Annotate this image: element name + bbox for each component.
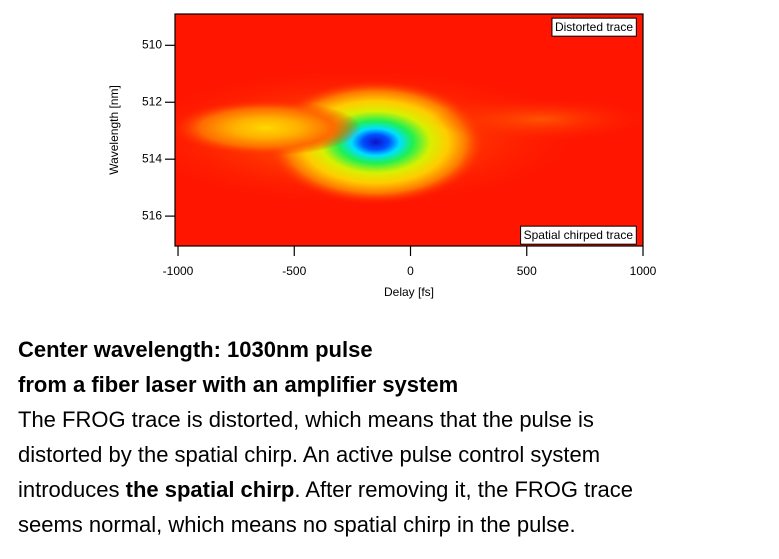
heatmap [175,14,643,246]
x-axis-label: Delay [fs] [384,285,434,299]
caption-heading: from a fiber laser with an amplifier sys… [18,372,459,397]
x-tick-label: 0 [407,264,414,278]
caption-line: introduces the spatial chirp. After remo… [18,472,633,507]
annotation-box [520,225,637,245]
caption: Center wavelength: 1030nm pulse from a f… [18,332,633,542]
caption-text: . After removing it, the FROG trace [294,477,634,502]
y-tick-label: 514 [142,151,162,165]
y-tick-label: 512 [142,94,162,108]
y-axis-label: Wavelength [nm] [107,85,121,175]
annotation-box [551,17,637,37]
x-tick-label: -1000 [163,264,194,278]
caption-text: introduces [18,477,126,502]
heatmap-peak [430,97,643,142]
caption-text: The FROG trace is distorted, which means… [18,407,594,432]
caption-heading: Center wavelength: 1030nm pulse [18,337,373,362]
annotation: Spatial chirped trace [524,228,634,242]
y-tick-label: 510 [142,37,162,51]
plot-frame [174,13,644,247]
caption-text: seems normal, which means no spatial chi… [18,512,576,537]
annotation: Distorted trace [555,20,633,34]
caption-line: The FROG trace is distorted, which means… [18,402,633,437]
heatmap-peak [175,99,362,156]
x-tick-label: 1000 [630,264,657,278]
caption-line: distorted by the spatial chirp. An activ… [18,437,633,472]
x-tick-label: -500 [282,264,306,278]
caption-line: seems normal, which means no spatial chi… [18,507,633,542]
y-tick-label: 516 [142,208,162,222]
x-tick-label: 500 [517,264,537,278]
caption-bold: the spatial chirp [125,477,295,502]
caption-text: distorted by the spatial chirp. An activ… [18,442,601,467]
chart: Delay [fs] Wavelength [nm] 510 512 514 516 -… [107,13,657,299]
